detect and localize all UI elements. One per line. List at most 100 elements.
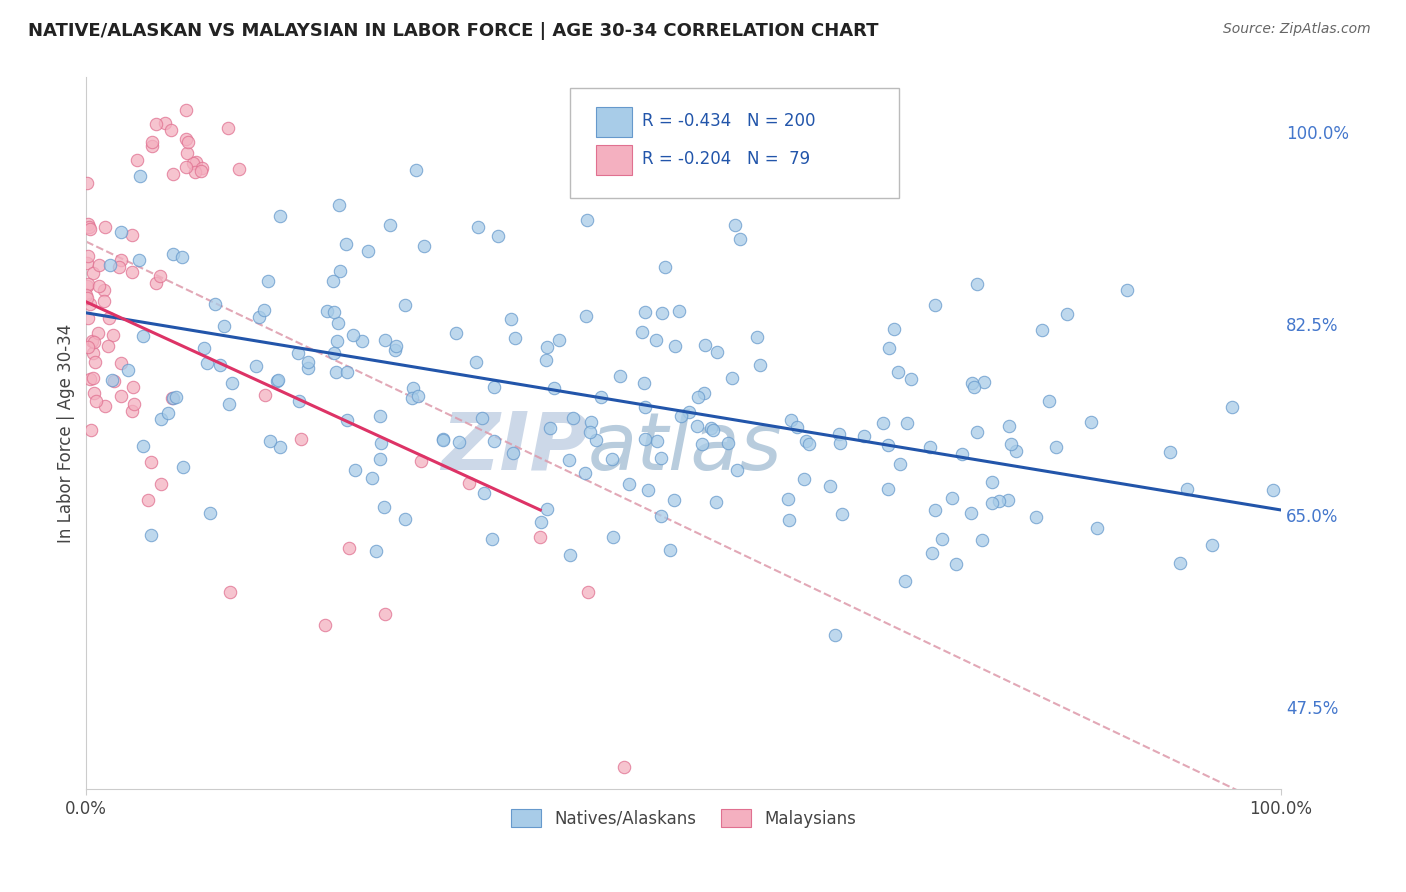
Point [97,310,120,325]
Point [101,327,124,342]
Point [579,425,602,439]
Point [336,365,359,379]
Point [876,482,898,496]
Point [77,340,100,354]
Point [100,373,122,387]
Point [797,437,820,451]
Point [368,451,391,466]
Point [76,255,98,269]
Point [83,355,105,369]
Point [778,513,800,527]
Point [266,374,288,388]
Point [966,277,988,291]
Point [160,123,183,137]
Point [165,390,187,404]
Point [633,305,655,319]
Point [654,260,676,274]
Point [145,277,167,291]
Point [127,153,149,167]
Point [973,376,995,390]
Point [368,409,391,424]
Point [297,360,319,375]
Point [141,135,163,149]
Point [589,390,612,404]
Point [686,418,709,433]
Point [872,416,894,430]
Point [502,446,524,460]
Point [664,339,686,353]
Point [108,260,131,274]
Point [162,246,184,260]
Point [378,219,401,233]
Point [530,515,553,529]
Point [337,541,360,556]
Point [153,116,176,130]
Point [645,434,668,449]
Point [254,388,277,402]
Point [364,544,387,558]
Point [212,318,235,333]
Point [221,376,243,390]
Point [98,258,121,272]
Point [717,436,740,450]
Point [184,165,207,179]
FancyBboxPatch shape [596,107,633,136]
Point [1175,483,1198,497]
Point [432,432,454,446]
Text: ZIP: ZIP [440,409,588,486]
Point [80,423,103,437]
Point [818,478,841,492]
Point [745,330,768,344]
Text: atlas: atlas [588,409,783,486]
Point [97,339,120,353]
Point [405,162,427,177]
Point [314,618,336,632]
Point [706,344,728,359]
Point [887,365,910,379]
Point [76,310,98,325]
Point [924,503,946,517]
Point [328,198,350,212]
Point [141,138,163,153]
Point [945,558,967,572]
Point [245,359,267,373]
Point [103,375,125,389]
Point [980,475,1002,489]
Point [401,391,423,405]
Point [534,353,557,368]
Point [176,145,198,160]
Point [361,471,384,485]
Point [574,466,596,480]
Point [350,334,373,348]
Point [79,220,101,235]
Point [87,258,110,272]
Point [193,341,215,355]
Point [786,420,808,434]
Point [322,304,344,318]
Point [384,339,406,353]
Point [374,607,396,621]
Point [651,306,673,320]
Point [181,155,204,169]
Point [374,333,396,347]
Point [269,209,291,223]
Point [924,298,946,312]
Point [457,475,479,490]
Point [900,372,922,386]
Point [80,334,103,348]
Point [1038,394,1060,409]
Point [780,413,803,427]
Point [1201,537,1223,551]
Point [962,376,984,391]
Point [228,162,250,177]
Point [162,167,184,181]
Point [529,530,551,544]
Point [1080,415,1102,429]
Point [889,457,911,471]
Point [481,532,503,546]
Point [172,460,194,475]
Point [323,346,346,360]
Point [94,219,117,234]
Point [110,253,132,268]
Point [128,253,150,268]
